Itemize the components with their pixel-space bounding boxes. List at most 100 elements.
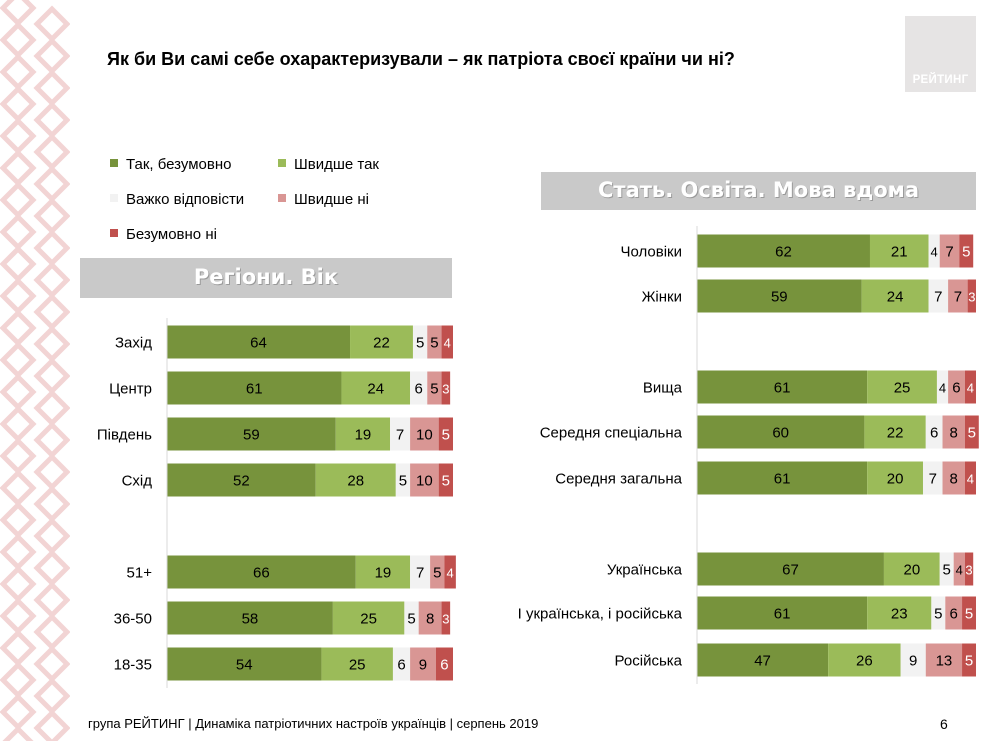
bar-segment-definitely-yes	[697, 552, 884, 586]
ornament-diamond	[0, 149, 37, 187]
bar-segment-hard-to-say	[936, 370, 949, 404]
data-label: 5	[430, 335, 438, 352]
bar-segment-definitely-no	[964, 552, 974, 586]
ornament-diamond	[0, 117, 37, 155]
data-label: 25	[894, 380, 911, 397]
ornament-diamond	[0, 597, 37, 635]
data-label: 6	[950, 606, 958, 623]
ornament-diamond	[33, 37, 70, 75]
ornament-diamond	[33, 581, 70, 619]
bar-segment-hard-to-say	[931, 596, 946, 630]
data-label: 7	[954, 289, 962, 306]
ornament-diamond	[33, 709, 70, 741]
category-label: Середня загальна	[555, 471, 682, 488]
category-label: Середня спеціальна	[540, 425, 683, 442]
bar-segment-definitely-yes	[697, 234, 870, 268]
data-label: 7	[934, 289, 942, 306]
data-label: 7	[945, 244, 953, 261]
legend-swatch	[110, 229, 118, 237]
bar-segment-hard-to-say	[390, 417, 411, 451]
bar-segment-rather-no	[948, 279, 968, 313]
data-label: 5	[965, 606, 973, 623]
page-number: 6	[940, 716, 948, 732]
bar-segment-rather-yes	[350, 325, 413, 359]
data-label: 61	[246, 381, 263, 398]
data-label: 25	[360, 611, 377, 628]
bar-segment-rather-yes	[341, 371, 411, 405]
data-label: 8	[950, 425, 958, 442]
category-label: Чоловіки	[620, 244, 682, 261]
data-label: 58	[242, 611, 259, 628]
bar-segment-definitely-no	[964, 370, 976, 404]
bar-segment-definitely-yes	[167, 371, 342, 405]
ornament-diamond	[33, 165, 70, 203]
data-label: 47	[754, 653, 771, 670]
data-label: 4	[444, 336, 451, 351]
data-label: 7	[929, 471, 937, 488]
ornament-diamond	[33, 677, 70, 715]
bar-segment-rather-yes	[869, 234, 929, 268]
ornament-diamond	[0, 533, 37, 571]
legend: Так, безумовно Швидше так Важко відповіс…	[110, 152, 410, 243]
data-label: 5	[442, 427, 450, 444]
data-label: 8	[950, 471, 958, 488]
ornament-diamond	[33, 261, 70, 299]
category-label: Російська	[615, 653, 683, 670]
data-label: 8	[426, 611, 434, 628]
data-label: 13	[936, 653, 953, 670]
data-label: 26	[856, 653, 873, 670]
bar-segment-rather-no	[410, 463, 439, 497]
ornament-diamond	[0, 245, 37, 283]
bar-segment-rather-yes	[861, 279, 929, 313]
ornament-diamond	[33, 325, 70, 363]
bar-segment-definitely-no	[964, 415, 979, 449]
ornament-diamond	[33, 517, 70, 555]
data-label: 24	[367, 381, 384, 398]
data-label: 5	[399, 473, 407, 490]
bar-segment-rather-yes	[867, 596, 932, 630]
data-label: 5	[968, 425, 976, 442]
ornament-diamond	[33, 485, 70, 523]
ornament-diamond	[0, 629, 37, 667]
data-label: 5	[407, 611, 415, 628]
bar-segment-hard-to-say	[925, 415, 943, 449]
legend-label: Швидше так	[294, 156, 379, 173]
ornament-diamond	[0, 213, 37, 251]
bar-segment-definitely-yes	[697, 596, 868, 630]
bar-segment-rather-yes	[883, 552, 940, 586]
bar-segment-rather-yes	[321, 647, 393, 681]
legend-item-hard-to-say: Важко відповісти	[110, 191, 244, 208]
bar-segment-definitely-no	[962, 643, 976, 677]
legend-item-rather-yes: Швидше так	[278, 156, 379, 173]
bar-segment-hard-to-say	[939, 552, 954, 586]
ornament-border	[0, 0, 70, 741]
bar-segment-rather-no	[410, 647, 436, 681]
bar-segment-definitely-yes	[697, 370, 868, 404]
data-label: 22	[887, 425, 904, 442]
bar-segment-rather-no	[953, 552, 965, 586]
legend-label: Швидше ні	[294, 191, 370, 208]
ornament-diamond	[33, 389, 70, 427]
data-label: 3	[442, 612, 449, 627]
data-label: 3	[965, 563, 972, 578]
ornament-diamond	[0, 0, 37, 27]
ornament-diamond	[0, 437, 37, 475]
bar-segment-definitely-yes	[167, 463, 316, 497]
bar-segment-hard-to-say	[900, 643, 926, 677]
legend-label: Так, безумовно	[126, 156, 232, 173]
data-label: 62	[775, 244, 792, 261]
bar-segment-hard-to-say	[410, 555, 431, 589]
bar-segment-definitely-yes	[167, 325, 351, 359]
data-label: 61	[774, 380, 791, 397]
data-label: 4	[967, 472, 974, 487]
logo-text: РЕЙТИНГ	[912, 74, 969, 86]
data-label: 54	[236, 657, 253, 674]
bar-segment-hard-to-say	[928, 279, 949, 313]
bar-segment-definitely-yes	[167, 555, 356, 589]
legend-swatch	[110, 159, 118, 167]
data-label: 9	[909, 653, 917, 670]
ornament-diamond	[33, 229, 70, 267]
legend-swatch	[278, 159, 286, 167]
ornament-diamond	[33, 549, 70, 587]
category-label: І українська, і російська	[518, 606, 683, 623]
